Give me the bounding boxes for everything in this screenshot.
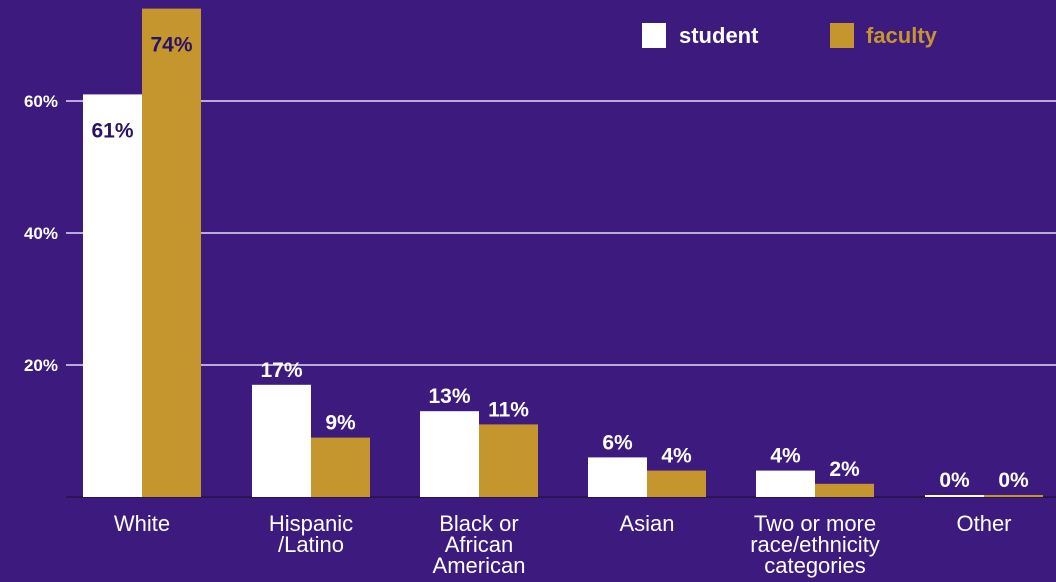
data-label-faculty: 11% [488, 398, 529, 421]
category-label-line: American [433, 553, 526, 578]
bar-faculty [311, 437, 370, 497]
category-label-line: race/ethnicity [750, 532, 880, 557]
data-label-student: 17% [260, 359, 302, 382]
grid-layer: 20% 40% 60% [24, 92, 1056, 498]
data-label-student: 0% [939, 469, 970, 492]
bar-faculty [647, 470, 706, 497]
bar-faculty [984, 495, 1043, 497]
category-label: Two or more race/ethnicity categories [750, 511, 880, 578]
category-label-line: Hispanic [269, 511, 353, 536]
category-label-line: Black or [439, 511, 518, 536]
category-label: Asian [619, 511, 674, 536]
data-label-faculty: 4% [661, 445, 692, 468]
category-label-line: Asian [619, 511, 674, 536]
bar-student [756, 470, 815, 497]
bar-faculty [815, 483, 874, 497]
data-label-faculty: 2% [829, 458, 860, 481]
category-label: Black or African American [433, 511, 526, 578]
category-label-line: Two or more [754, 511, 876, 536]
data-label-student: 6% [602, 431, 633, 454]
data-label-student: 13% [428, 385, 470, 408]
data-label-faculty: 0% [998, 469, 1029, 492]
data-label-faculty: 74% [150, 34, 192, 57]
y-tick-label: 40% [24, 224, 58, 243]
bar-student [588, 457, 647, 497]
data-label-faculty: 9% [325, 412, 356, 435]
bar-student [252, 384, 311, 497]
category-label: Hispanic/Latino [269, 511, 353, 557]
category-label-line: categories [764, 553, 866, 578]
legend-label-student: student [679, 23, 759, 48]
bar-student [925, 495, 984, 497]
category-label: Other [956, 511, 1011, 536]
category-label-line: /Latino [278, 532, 344, 557]
legend-swatch-student [642, 23, 666, 48]
category-label: White [114, 511, 170, 536]
data-label-student: 4% [770, 445, 801, 468]
legend: student faculty [642, 23, 938, 48]
bar-faculty [142, 8, 201, 497]
bar-layer [83, 8, 1043, 498]
bar-student [420, 411, 479, 497]
label-layer: 61% 17% 13% 6% 4% 0% 74% 9% 11% 4% 2% 0% White Hispan… [91, 34, 1029, 578]
category-label-line: Other [956, 511, 1011, 536]
legend-swatch-faculty [830, 23, 854, 48]
data-label-student: 61% [91, 119, 133, 142]
category-label-line: White [114, 511, 170, 536]
bar-student [83, 94, 142, 498]
y-tick-label: 20% [24, 356, 58, 375]
category-label-line: African [445, 532, 513, 557]
y-tick-label: 60% [24, 92, 58, 111]
bar-faculty [479, 424, 538, 497]
legend-label-faculty: faculty [866, 23, 938, 48]
